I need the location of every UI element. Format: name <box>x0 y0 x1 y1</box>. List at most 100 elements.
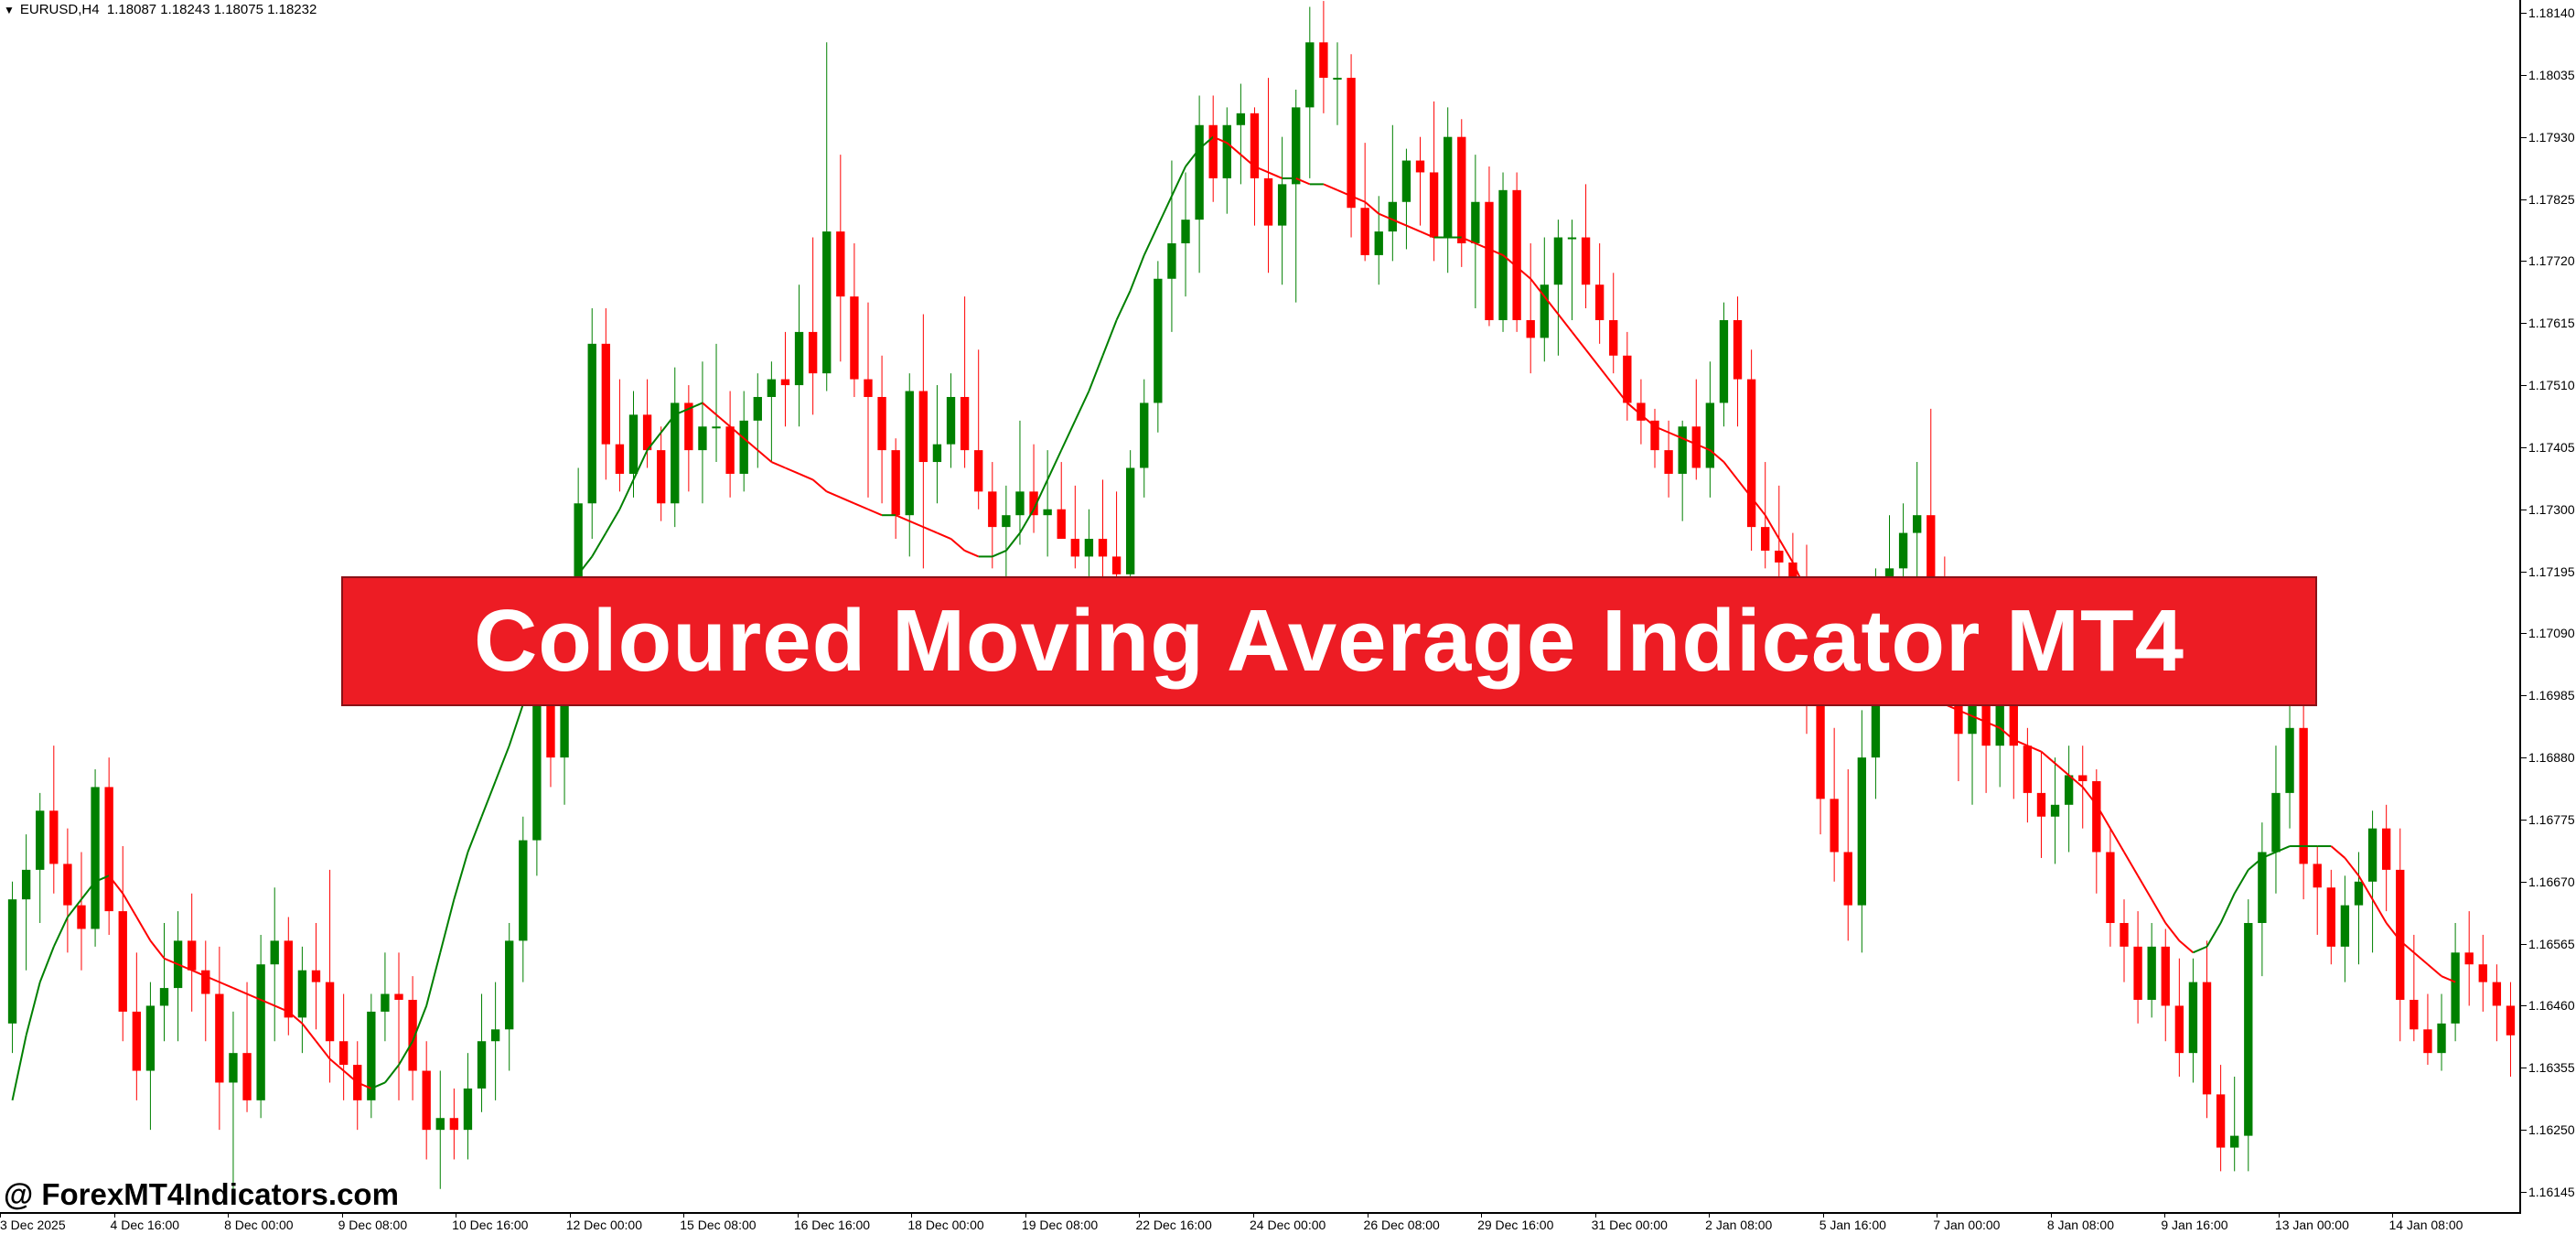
candlestick <box>2106 828 2115 947</box>
price-axis-label: 1.17090 <box>2528 626 2575 641</box>
candlestick <box>1540 237 1549 362</box>
bearish-candle-body <box>642 414 652 451</box>
dropdown-triangle-icon[interactable]: ▼ <box>4 4 15 16</box>
candlestick <box>1526 242 1535 374</box>
bearish-candle-body <box>2009 698 2018 746</box>
candlestick <box>1195 95 1204 274</box>
bearish-candle-body <box>877 396 886 451</box>
bearish-candle-body <box>2423 1029 2432 1054</box>
candlestick <box>21 834 31 971</box>
candlestick <box>2396 828 2405 1042</box>
bearish-candle-body <box>1057 509 1066 540</box>
ma-segment-falling <box>1530 278 1546 297</box>
bullish-candle-body <box>381 993 390 1012</box>
ma-segment-rising <box>1060 420 1077 451</box>
ma-segment-rising <box>398 1040 413 1066</box>
candlestick <box>242 982 252 1112</box>
bullish-candle-body <box>2340 905 2350 947</box>
bearish-candle-body <box>1830 799 1839 853</box>
bullish-candle-body <box>1401 160 1411 202</box>
ma-segment-falling <box>964 550 980 558</box>
ma-segment-falling <box>1502 254 1518 268</box>
bullish-candle-body <box>2244 923 2253 1136</box>
price-axis-label: 1.17825 <box>2528 191 2575 207</box>
bearish-candle-body <box>1843 852 1852 906</box>
price-chart[interactable] <box>0 0 2521 1214</box>
ma-segment-rising <box>660 413 676 434</box>
ma-segment-falling <box>826 490 842 499</box>
ma-segment-falling <box>743 437 758 451</box>
ma-segment-falling <box>1336 188 1352 198</box>
ma-segment-falling <box>1640 413 1656 428</box>
candlestick <box>2299 692 2308 900</box>
ma-segment-rising <box>1019 509 1035 534</box>
ma-segment-falling <box>1571 331 1587 350</box>
bearish-candle-body <box>1816 698 1825 799</box>
time-tick <box>2050 1214 2052 1218</box>
price-tick <box>2521 633 2527 635</box>
ma-segment-rising <box>2219 893 2236 924</box>
bearish-candle-body <box>1746 379 1756 528</box>
price-axis-label: 1.17615 <box>2528 316 2575 331</box>
candlestick <box>2174 958 2184 1078</box>
chart-area[interactable] <box>0 0 2521 1214</box>
bullish-candle-body <box>1084 539 1094 557</box>
price-axis-label: 1.17405 <box>2528 439 2575 455</box>
ma-segment-rising <box>25 982 41 1036</box>
bullish-candle-body <box>1857 757 1867 906</box>
time-axis-label: 15 Dec 08:00 <box>680 1218 757 1232</box>
time-axis-label: 3 Dec 2025 <box>0 1218 66 1232</box>
ma-segment-rising <box>2193 945 2207 954</box>
bullish-candle-body <box>2271 792 2281 853</box>
bearish-candle-body <box>1691 426 1701 468</box>
candlestick <box>2120 899 2129 982</box>
ma-segment-rising <box>2206 922 2222 948</box>
candlestick <box>1567 220 1577 320</box>
price-axis-label: 1.18140 <box>2528 5 2575 20</box>
time-axis[interactable]: 3 Dec 2025 4 Dec 16:00 8 Dec 00:00 9 Dec 08… <box>0 1214 2521 1234</box>
time-tick <box>2278 1214 2280 1218</box>
bullish-candle-body <box>671 402 680 504</box>
candlestick <box>739 391 748 492</box>
ma-segment-falling <box>301 1023 317 1042</box>
bullish-candle-body <box>1140 402 1149 468</box>
ma-segment-falling <box>1420 231 1434 239</box>
candlestick <box>1111 491 1122 593</box>
bullish-candle-body <box>367 1011 376 1100</box>
ma-segment-falling <box>1764 514 1780 540</box>
candlestick <box>1057 462 1066 540</box>
candlestick <box>864 302 873 498</box>
ma-segment-falling <box>274 1004 289 1013</box>
bullish-candle-body <box>2147 946 2156 1001</box>
bearish-candle-body <box>338 1041 349 1066</box>
candlestick <box>2354 852 2364 965</box>
candlestick <box>753 373 762 468</box>
candlestick <box>960 296 970 468</box>
price-axis-label: 1.16880 <box>2528 750 2575 766</box>
ma-segment-falling <box>343 1069 359 1084</box>
candlestick <box>256 934 265 1119</box>
candlestick <box>1222 107 1231 214</box>
bullish-candle-body <box>1236 113 1246 125</box>
bullish-candle-body <box>2354 881 2364 906</box>
candlestick <box>850 242 859 397</box>
bearish-candle-body <box>1775 550 1784 563</box>
bearish-candle-body <box>1733 319 1743 380</box>
candlestick <box>2381 804 2391 912</box>
candlestick <box>1208 95 1218 202</box>
ma-segment-falling <box>1584 349 1601 369</box>
candlestick <box>284 917 293 1035</box>
ma-segment-falling <box>715 413 731 428</box>
ma-segment-falling <box>1777 538 1794 563</box>
ma-segment-falling <box>840 496 855 505</box>
bearish-candle-body <box>1250 113 1260 178</box>
candlestick <box>2437 993 2446 1071</box>
price-axis[interactable]: 1.18140 1.18035 1.17930 1.17825 1.17720 1.176… <box>2521 0 2576 1214</box>
candlestick <box>877 355 886 504</box>
bearish-candle-body <box>1070 539 1079 557</box>
bullish-candle-body <box>2230 1135 2239 1148</box>
price-axis-label: 1.17930 <box>2528 129 2575 145</box>
ma-segment-falling <box>937 531 951 540</box>
ma-segment-rising <box>591 532 607 557</box>
ma-segment-rising <box>1129 254 1145 292</box>
